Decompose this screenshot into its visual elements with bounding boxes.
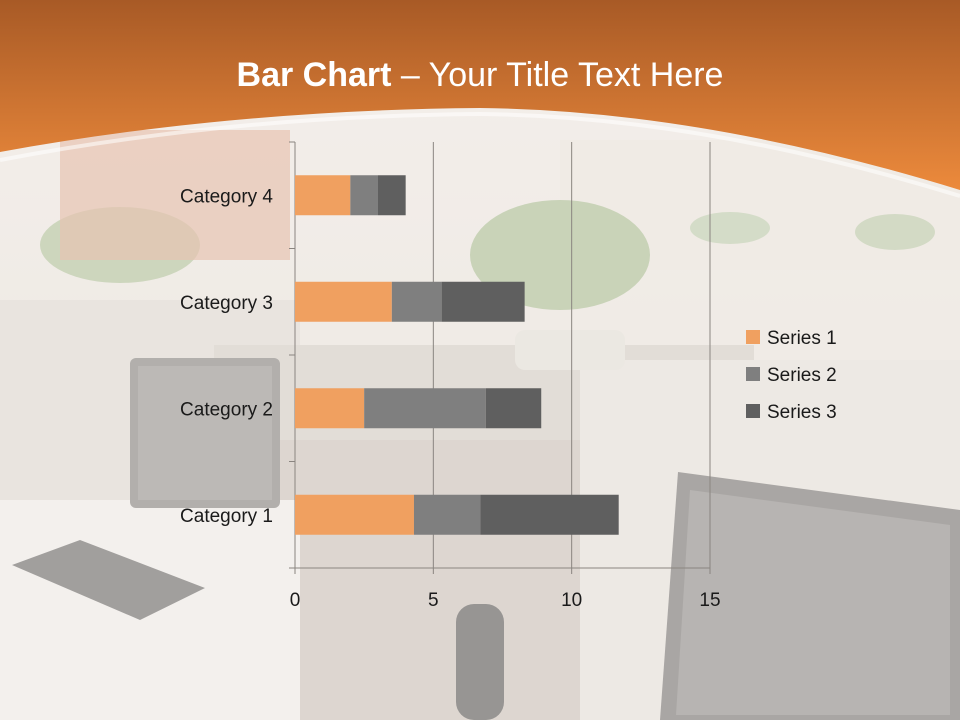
x-tick-label-0: 0 — [290, 590, 301, 611]
legend-label-3: Series 3 — [767, 402, 837, 423]
category-label-4: Category 4 — [180, 186, 273, 207]
bar-4-series-3 — [378, 175, 406, 216]
bar-3-series-2 — [391, 281, 442, 322]
bar-2-series-3 — [485, 388, 542, 429]
bar-4-series-1 — [295, 175, 351, 216]
bar-3-series-3 — [441, 281, 525, 322]
category-label-3: Category 3 — [180, 293, 273, 314]
slide-title: Bar Chart – Your Title Text Here — [0, 52, 960, 98]
x-tick-label-1: 5 — [428, 590, 439, 611]
title-rest: Your Title Text Here — [428, 56, 724, 94]
bar-1-series-3 — [480, 494, 619, 535]
bar-2-series-1 — [295, 388, 365, 429]
category-label-1: Category 1 — [180, 506, 273, 527]
legend-label-1: Series 1 — [767, 328, 837, 349]
bar-1-series-1 — [295, 494, 414, 535]
legend-swatch-3 — [746, 404, 760, 418]
title-dash: – — [391, 56, 429, 94]
bar-1-series-2 — [413, 494, 481, 535]
legend-label-2: Series 2 — [767, 365, 837, 386]
bar-4-series-2 — [350, 175, 378, 216]
x-tick-label-3: 15 — [699, 590, 720, 611]
bar-2-series-2 — [364, 388, 486, 429]
legend-swatch-1 — [746, 330, 760, 344]
title-bold: Bar Chart — [236, 56, 392, 94]
category-label-2: Category 2 — [180, 399, 273, 420]
legend-swatch-2 — [746, 367, 760, 381]
x-tick-label-2: 10 — [561, 590, 582, 611]
bar-3-series-1 — [295, 281, 392, 322]
